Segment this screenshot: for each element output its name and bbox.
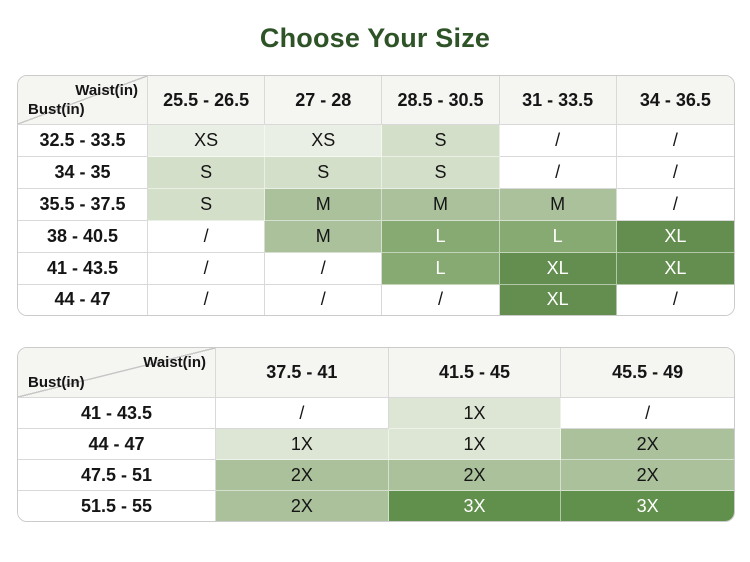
size-row: 35.5 - 37.5 S M M M / <box>18 188 734 221</box>
header-row: Waist(in) Bust(in) 25.5 - 26.5 27 - 28 28.… <box>18 76 734 125</box>
waist-range-header: 45.5 - 49 <box>561 348 734 398</box>
size-cell-na: / <box>148 220 266 253</box>
size-cell: 2X <box>388 460 562 492</box>
size-cell-na: / <box>616 188 734 221</box>
size-cell: L <box>382 220 500 253</box>
bust-range-label: 47.5 - 51 <box>18 460 216 492</box>
size-cell: 2X <box>561 429 734 461</box>
size-row: 32.5 - 33.5 XS XS S / / <box>18 125 734 157</box>
size-cell: 3X <box>561 491 734 521</box>
waist-axis-label: Waist(in) <box>143 354 206 371</box>
size-cell-na: / <box>216 398 389 430</box>
size-table-plus: Waist(in) Bust(in) 37.5 - 41 41.5 - 45 45.… <box>17 347 735 522</box>
bust-range-label: 44 - 47 <box>18 284 148 315</box>
header-row: Waist(in) Bust(in) 37.5 - 41 41.5 - 45 45.… <box>18 348 734 398</box>
bust-range-label: 38 - 40.5 <box>18 220 148 253</box>
size-cell-na: / <box>265 284 383 315</box>
size-cell-na: / <box>148 252 266 285</box>
size-cell: 1X <box>388 398 562 430</box>
waist-range-header: 25.5 - 26.5 <box>148 76 266 125</box>
waist-range-header: 27 - 28 <box>265 76 383 125</box>
waist-range-header: 37.5 - 41 <box>216 348 389 398</box>
size-cell: XL <box>499 284 617 315</box>
waist-range-header: 28.5 - 30.5 <box>382 76 500 125</box>
size-cell-na: / <box>616 156 734 189</box>
plus-size-table: Waist(in) Bust(in) 37.5 - 41 41.5 - 45 45.… <box>18 348 734 521</box>
size-cell-na: / <box>382 284 500 315</box>
bust-range-label: 41 - 43.5 <box>18 252 148 285</box>
size-row: 41 - 43.5// L XL XL <box>18 252 734 285</box>
size-cell: M <box>265 188 383 221</box>
bust-range-label: 35.5 - 37.5 <box>18 188 148 221</box>
size-cell: L <box>499 220 617 253</box>
size-row: 41 - 43.5/1X / <box>18 398 734 430</box>
size-cell: M <box>499 188 617 221</box>
size-cell: 1X <box>216 429 389 461</box>
bust-range-label: 41 - 43.5 <box>18 398 216 430</box>
size-row: 47.5 - 51 2X 2X 2X <box>18 460 734 492</box>
size-cell: XL <box>616 252 734 285</box>
waist-range-header: 31 - 33.5 <box>499 76 617 125</box>
page-title: Choose Your Size <box>259 23 491 53</box>
size-cell-na: / <box>265 252 383 285</box>
size-row: 51.5 - 55 2X 3X 3X <box>18 491 734 521</box>
size-row: 38 - 40.5/M L L XL <box>18 220 734 253</box>
bust-range-label: 51.5 - 55 <box>18 491 216 521</box>
size-cell-na: / <box>616 284 734 315</box>
waist-range-header: 34 - 36.5 <box>616 76 734 125</box>
size-cell: S <box>148 156 266 189</box>
regular-size-table: Waist(in) Bust(in) 25.5 - 26.5 27 - 28 28.… <box>18 76 734 315</box>
size-cell: 2X <box>561 460 734 492</box>
size-cell-na: / <box>561 398 734 430</box>
size-cell-na: / <box>499 125 617 157</box>
size-cell-na: / <box>499 156 617 189</box>
size-row: 34 - 35 S S S / / <box>18 156 734 189</box>
size-cell: S <box>382 125 500 157</box>
size-cell: 1X <box>388 429 562 461</box>
waist-axis-label: Waist(in) <box>75 82 138 99</box>
bust-axis-label: Bust(in) <box>28 101 85 118</box>
size-cell: XS <box>265 125 383 157</box>
size-table-body: 41 - 43.5/1X/44 - 47 1X 1X 2X 47.5 - 51 2X 2X 2… <box>18 398 734 521</box>
bust-range-label: 34 - 35 <box>18 156 148 189</box>
size-cell: L <box>382 252 500 285</box>
size-cell: S <box>265 156 383 189</box>
corner-cell: Waist(in) Bust(in) <box>18 76 148 125</box>
size-cell: 2X <box>216 460 389 492</box>
size-table-body: 32.5 - 33.5 XS XS S //34 - 35 S S S //35.5 - 37.… <box>18 125 734 315</box>
size-cell: S <box>382 156 500 189</box>
size-cell: XS <box>148 125 266 157</box>
size-cell: 3X <box>388 491 562 521</box>
bust-range-label: 32.5 - 33.5 <box>18 125 148 157</box>
size-row: 44 - 47 1X 1X 2X <box>18 429 734 461</box>
corner-cell: Waist(in) Bust(in) <box>18 348 216 398</box>
size-cell: XL <box>616 220 734 253</box>
size-cell: M <box>382 188 500 221</box>
size-cell: XL <box>499 252 617 285</box>
size-cell: M <box>265 220 383 253</box>
size-cell-na: / <box>148 284 266 315</box>
size-cell: S <box>148 188 266 221</box>
size-table-regular: Waist(in) Bust(in) 25.5 - 26.5 27 - 28 28.… <box>17 75 735 316</box>
waist-range-header: 41.5 - 45 <box>388 348 562 398</box>
size-row: 44 - 47// / XL / <box>18 284 734 315</box>
bust-range-label: 44 - 47 <box>18 429 216 461</box>
bust-axis-label: Bust(in) <box>28 374 85 391</box>
size-cell: 2X <box>216 491 389 521</box>
size-cell-na: / <box>616 125 734 157</box>
